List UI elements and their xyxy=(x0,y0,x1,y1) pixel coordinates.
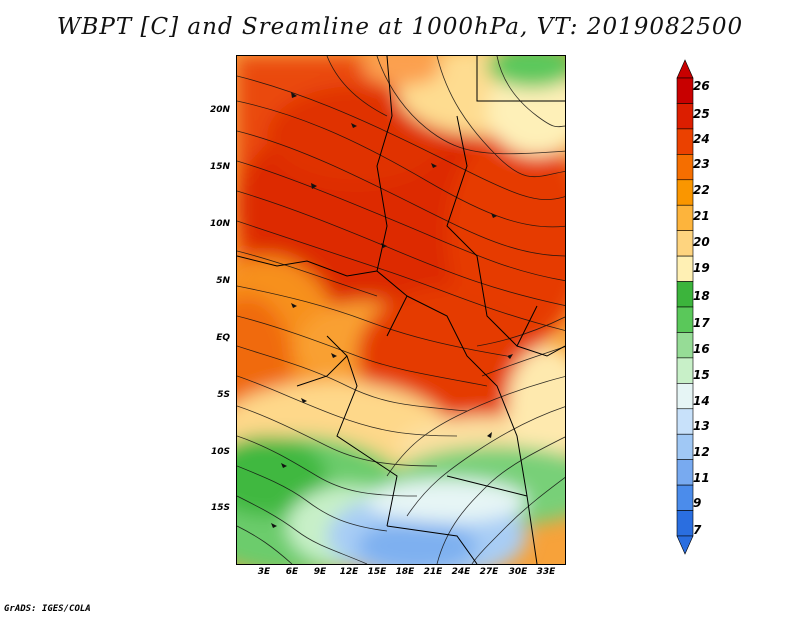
colorbar-segment xyxy=(676,128,694,155)
colorbar-segment xyxy=(676,230,694,257)
lat-label-5s: 5S xyxy=(217,390,230,400)
colorbar-label: 11 xyxy=(693,471,710,485)
colorbar-segment xyxy=(676,510,694,537)
colorbar-segment xyxy=(676,484,694,511)
colorbar-segment xyxy=(676,154,694,181)
lat-label-15s: 15S xyxy=(210,503,230,513)
colorbar-label: 12 xyxy=(693,445,710,459)
colorbar-segment xyxy=(676,408,694,435)
colorbar xyxy=(676,59,694,555)
colorbar-segment xyxy=(676,77,694,104)
lat-label-10n: 10N xyxy=(209,219,230,229)
colorbar-label: 25 xyxy=(693,107,710,121)
map-title: WBPT [C] and Sreamline at 1000hPa, VT: 2… xyxy=(56,14,744,40)
colorbar-segment xyxy=(676,459,694,486)
colorbar-segment xyxy=(676,179,694,206)
colorbar-label: 14 xyxy=(693,394,710,408)
colorbar-label: 22 xyxy=(693,183,710,197)
colorbar-top-cap xyxy=(676,59,694,79)
colorbar-segment xyxy=(676,103,694,130)
colorbar-segment xyxy=(676,281,694,308)
lon-label-27e: 27E xyxy=(479,567,499,577)
colorbar-segment xyxy=(676,306,694,333)
lon-label-21e: 21E xyxy=(423,567,443,577)
colorbar-label: 13 xyxy=(693,419,710,433)
colorbar-segment xyxy=(676,383,694,410)
colorbar-label: 7 xyxy=(693,523,702,537)
colorbar-label: 9 xyxy=(693,496,702,510)
colorbar-label: 23 xyxy=(693,157,710,171)
lon-label-15e: 15E xyxy=(367,567,387,577)
colorbar-segment xyxy=(676,332,694,359)
colorbar-segment xyxy=(676,433,694,460)
colorbar-segment xyxy=(676,204,694,231)
footer-credit: GrADS: IGES/COLA xyxy=(4,604,91,614)
colorbar-label: 18 xyxy=(693,289,710,303)
lat-label-15n: 15N xyxy=(209,162,230,172)
colorbar-label: 15 xyxy=(693,368,710,382)
lat-label-20n: 20N xyxy=(209,105,230,115)
colorbar-label: 20 xyxy=(693,235,710,249)
lat-label-5n: 5N xyxy=(216,276,230,286)
lon-label-3e: 3E xyxy=(257,567,271,577)
lon-label-24e: 24E xyxy=(451,567,471,577)
lat-label-10s: 10S xyxy=(210,447,230,457)
colorbar-bottom-cap xyxy=(676,535,694,555)
lon-label-9e: 9E xyxy=(313,567,327,577)
colorbar-label: 16 xyxy=(693,342,710,356)
wbpt-field xyxy=(237,56,565,564)
lat-label-eq: EQ xyxy=(216,333,230,343)
colorbar-label: 21 xyxy=(693,209,710,223)
lon-label-6e: 6E xyxy=(285,567,299,577)
colorbar-segment xyxy=(676,357,694,384)
lon-label-12e: 12E xyxy=(339,567,359,577)
colorbar-segment xyxy=(676,255,694,282)
colorbar-label: 17 xyxy=(693,316,710,330)
map-panel xyxy=(236,55,566,565)
lon-label-30e: 30E xyxy=(508,567,528,577)
colorbar-label: 19 xyxy=(693,261,710,275)
colorbar-label: 24 xyxy=(693,132,710,146)
lon-label-18e: 18E xyxy=(395,567,415,577)
colorbar-label: 26 xyxy=(693,79,710,93)
lon-label-33e: 33E xyxy=(536,567,556,577)
